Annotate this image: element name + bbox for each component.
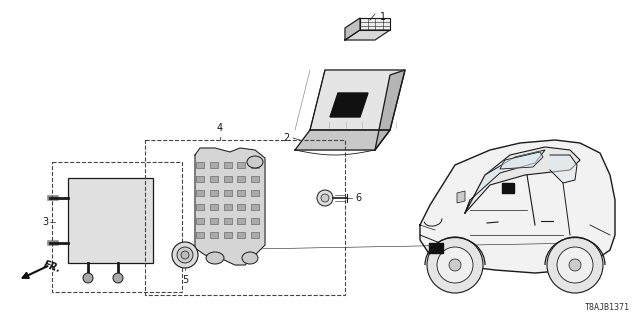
Bar [251,162,259,168]
Bar [502,183,514,193]
Polygon shape [195,148,265,265]
Circle shape [83,273,93,283]
Bar [251,190,259,196]
Text: 3: 3 [42,217,48,227]
Bar [223,232,232,238]
Bar [237,218,245,224]
Text: 4: 4 [217,123,223,133]
Bar [145,140,345,295]
Bar [210,218,218,224]
Polygon shape [457,191,465,203]
Bar [251,204,259,210]
Bar [68,178,153,263]
Polygon shape [375,70,405,150]
Bar [196,190,204,196]
Bar [237,204,245,210]
Bar [251,232,259,238]
Bar [52,162,182,292]
Polygon shape [330,93,368,117]
Bar [251,218,259,224]
Polygon shape [345,30,390,40]
Circle shape [177,247,193,263]
Circle shape [569,259,581,271]
Bar [210,162,218,168]
Polygon shape [360,18,390,30]
Polygon shape [295,130,390,150]
Circle shape [449,259,461,271]
Polygon shape [345,18,360,40]
Circle shape [557,247,593,283]
Polygon shape [465,147,580,213]
Bar [251,176,259,182]
Polygon shape [310,70,405,130]
Circle shape [437,247,473,283]
Bar [237,190,245,196]
Circle shape [547,237,603,293]
Bar [237,162,245,168]
Bar [196,232,204,238]
Text: 2: 2 [284,133,290,143]
Bar [196,162,204,168]
Bar [429,243,443,253]
Bar [223,218,232,224]
Bar [210,204,218,210]
Bar [223,190,232,196]
Circle shape [172,242,198,268]
Bar [196,218,204,224]
Ellipse shape [247,156,263,168]
Bar [210,190,218,196]
Bar [237,176,245,182]
Bar [210,232,218,238]
Ellipse shape [206,252,224,264]
Bar [223,176,232,182]
Text: FR.: FR. [42,259,62,274]
Polygon shape [465,150,545,213]
Circle shape [181,251,189,259]
Text: T8AJB1371: T8AJB1371 [585,303,630,312]
Circle shape [317,190,333,206]
Bar [196,176,204,182]
Circle shape [113,273,123,283]
Text: 1: 1 [380,12,386,22]
Bar [210,176,218,182]
Circle shape [427,237,483,293]
Bar [196,204,204,210]
Polygon shape [550,155,577,183]
Text: 5: 5 [182,275,188,285]
Polygon shape [500,152,543,169]
Polygon shape [420,140,615,273]
Circle shape [321,194,329,202]
Bar [223,204,232,210]
Bar [223,162,232,168]
Ellipse shape [242,252,258,264]
Bar [237,232,245,238]
Text: 6: 6 [355,193,361,203]
